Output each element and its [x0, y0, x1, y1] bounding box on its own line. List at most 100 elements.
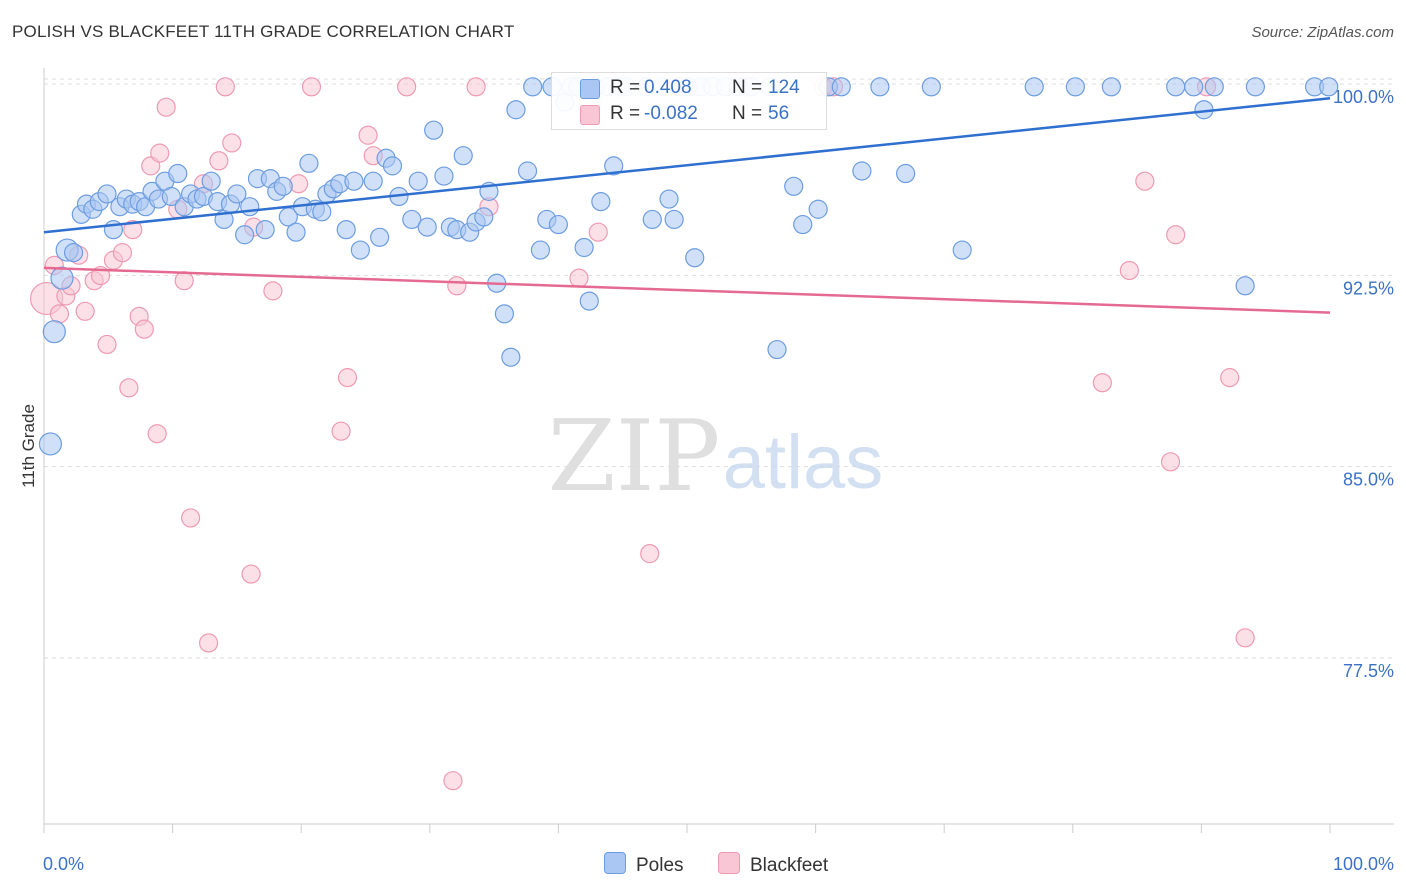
poles-point [474, 207, 494, 227]
blackfeet-point [331, 421, 351, 441]
poles-point [417, 217, 437, 237]
legend-item-blackfeet: Blackfeet [718, 852, 828, 876]
poles-point [808, 199, 828, 219]
blackfeet-point [301, 77, 322, 97]
poles-swatch [580, 79, 600, 99]
blackfeet-point [97, 334, 117, 355]
poles-point [517, 161, 538, 181]
poles-point [659, 189, 679, 209]
blackfeet-point [1092, 373, 1112, 393]
y-axis-tick-labels: 77.5% 85.0% 92.5% 100.0% [1333, 87, 1394, 681]
poles-point [42, 320, 66, 344]
poles-point [336, 220, 356, 240]
poles-r-value: 0.408 [644, 77, 692, 98]
blackfeet-point [112, 243, 133, 263]
poles-point [501, 347, 521, 367]
poles-point [921, 77, 941, 97]
poles-n-value: 124 [768, 77, 800, 98]
legend-label-poles: Poles [636, 855, 684, 876]
poles-point [227, 184, 247, 204]
poles-point [453, 146, 473, 166]
blackfeet-n-value: 56 [768, 103, 790, 124]
blackfeet-point [1119, 260, 1139, 281]
poles-point [548, 214, 569, 235]
poles-point [784, 176, 804, 196]
legend-row-poles: R = 0.408 N = 124 [552, 77, 826, 101]
poles-point [363, 171, 383, 191]
poles-point [370, 227, 390, 247]
blackfeet-point [337, 368, 358, 388]
blackfeet-point [123, 220, 143, 240]
blackfeet-point [1220, 368, 1240, 388]
x-axis-ticks [43, 824, 1331, 833]
poles-point [642, 209, 662, 230]
blackfeet-point [447, 276, 467, 296]
poles-point [50, 266, 74, 290]
blackfeet-point [75, 301, 95, 321]
poles-point [63, 243, 84, 263]
poles-point [793, 214, 813, 235]
poles-point [168, 163, 188, 184]
poles-point [1245, 77, 1266, 97]
poles-point [530, 240, 550, 260]
legend-label-blackfeet: Blackfeet [750, 855, 829, 876]
poles-point [273, 176, 293, 196]
blackfeet-trend-line [43, 266, 1331, 314]
x-tick-label-max: 100.0% [1333, 854, 1394, 874]
blackfeet-point [181, 508, 201, 528]
trend-lines [43, 97, 1331, 314]
blackfeet-point [156, 97, 176, 117]
watermark-zip: ZIP [548, 400, 721, 514]
blackfeet-point [150, 143, 170, 163]
poles-point [1101, 77, 1121, 97]
poles-point [952, 240, 972, 260]
blackfeet-point [1135, 171, 1155, 191]
poles-point [350, 240, 370, 260]
y-tick-label: 77.5% [1343, 661, 1394, 681]
blackfeet-point [209, 151, 229, 171]
source-credit: Source: ZipAtlas.com [1251, 24, 1394, 41]
poles-point [523, 77, 543, 97]
blackfeet-point [49, 304, 70, 324]
y-tick-label: 92.5% [1343, 278, 1394, 298]
blackfeet-point [640, 544, 660, 564]
blackfeet-point [397, 77, 417, 97]
blackfeet-point [147, 424, 167, 444]
poles-point [344, 171, 364, 191]
blackfeet-points [29, 77, 1255, 791]
blackfeet-point [1160, 452, 1181, 472]
blackfeet-swatch [580, 105, 600, 125]
poles-point [1235, 276, 1255, 296]
blackfeet-point [222, 133, 242, 153]
poles-point [767, 339, 787, 360]
blackfeet-point [358, 125, 378, 145]
poles-point [424, 120, 444, 140]
legend-row-blackfeet: R = -0.082 N = 56 [552, 103, 826, 127]
blackfeet-r-value: -0.082 [644, 103, 698, 124]
poles-point [604, 156, 624, 176]
poles-point [506, 100, 526, 120]
poles-point [201, 171, 221, 191]
poles-point [852, 161, 872, 181]
blackfeet-point [119, 378, 139, 398]
legend-swatch-blackfeet [718, 852, 740, 874]
poles-point [591, 191, 611, 212]
poles-point [38, 432, 63, 456]
poles-point [494, 304, 514, 324]
poles-point [574, 237, 594, 258]
poles-point [664, 209, 684, 230]
poles-point [286, 222, 306, 242]
poles-point [870, 77, 890, 97]
poles-point [1184, 77, 1204, 97]
poles-point [1319, 77, 1339, 97]
blackfeet-point [263, 281, 283, 301]
y-tick-label: 100.0% [1333, 87, 1394, 107]
x-tick-label-min: 0.0% [43, 854, 84, 874]
poles-point [299, 153, 319, 173]
blackfeet-point [1166, 225, 1186, 245]
poles-point [579, 291, 599, 311]
blackfeet-point [443, 771, 463, 791]
chart-title: POLISH VS BLACKFEET 11TH GRADE CORRELATI… [12, 22, 515, 41]
blackfeet-point [174, 271, 194, 291]
